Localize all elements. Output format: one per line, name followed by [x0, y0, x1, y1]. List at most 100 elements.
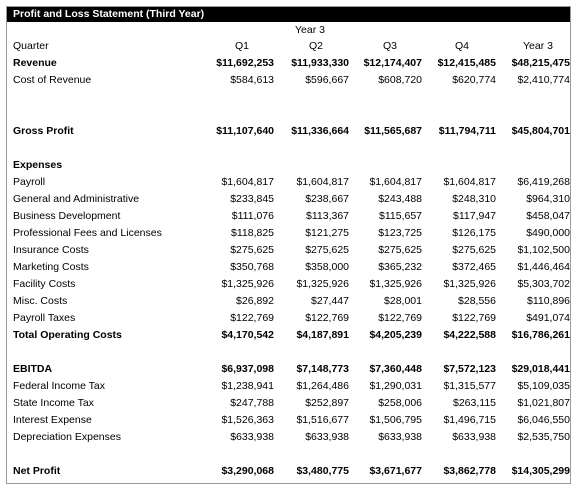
- row-value: $5,109,035: [517, 380, 570, 392]
- section-spacer: [7, 344, 570, 361]
- row-value: $1,506,795: [369, 414, 422, 426]
- row-value: $252,897: [305, 397, 349, 409]
- row-value: $113,367: [305, 210, 349, 222]
- table-row: Insurance Costs $275,625 $275,625 $275,625 $…: [7, 242, 570, 259]
- row-value: $1,102,500: [517, 244, 570, 256]
- table-row: Payroll $1,604,817 $1,604,817 $1,604,817 $1,…: [7, 174, 570, 191]
- row-value: $633,938: [230, 431, 274, 443]
- table-body: Revenue $11,692,253 $11,933,330 $12,174,407…: [7, 55, 570, 480]
- row-value: $7,148,773: [296, 363, 349, 375]
- row-value: $3,290,068: [221, 465, 274, 477]
- row-label: Revenue: [13, 57, 57, 69]
- row-value: $263,115: [452, 397, 496, 409]
- row-value: $233,845: [230, 193, 274, 205]
- pl-statement-table: Profit and Loss Statement (Third Year) Y…: [6, 6, 571, 484]
- row-value: $1,325,926: [296, 278, 349, 290]
- row-value: $633,938: [378, 431, 422, 443]
- row-value: $243,488: [378, 193, 422, 205]
- row-value: $4,170,542: [221, 329, 274, 341]
- row-value: $3,862,778: [443, 465, 496, 477]
- table-row: Expenses: [7, 157, 570, 174]
- row-value: $596,667: [305, 74, 349, 86]
- row-label: Payroll Taxes: [13, 312, 76, 324]
- table-row: Facility Costs $1,325,926 $1,325,926 $1,325…: [7, 276, 570, 293]
- row-value: $122,769: [305, 312, 349, 324]
- row-label: Misc. Costs: [13, 295, 68, 307]
- row-value: $11,933,330: [291, 57, 349, 69]
- row-value: $4,205,239: [369, 329, 422, 341]
- row-value: $11,692,253: [216, 57, 274, 69]
- row-label: Business Development: [13, 210, 121, 222]
- row-value: $1,516,677: [296, 414, 349, 426]
- row-label: Depreciation Expenses: [13, 431, 121, 443]
- row-label: Facility Costs: [13, 278, 76, 290]
- row-value: $123,725: [378, 227, 422, 239]
- row-value: $12,174,407: [363, 57, 422, 69]
- table-row: General and Administrative $233,845 $238,6…: [7, 191, 570, 208]
- row-value: $1,264,486: [296, 380, 349, 392]
- row-value: $1,526,363: [221, 414, 274, 426]
- section-spacer: [7, 140, 570, 157]
- row-value: $358,000: [305, 261, 349, 273]
- row-value: $117,947: [452, 210, 496, 222]
- row-label: Payroll: [13, 176, 46, 188]
- row-value: $122,769: [452, 312, 496, 324]
- row-value: $26,892: [236, 295, 274, 307]
- row-value: $2,410,774: [517, 74, 570, 86]
- table-row: Gross Profit $11,107,640 $11,336,664 $11,56…: [7, 123, 570, 140]
- row-value: $5,303,702: [517, 278, 570, 290]
- row-value: $14,305,299: [511, 465, 570, 477]
- column-header-q1: Q1: [234, 40, 249, 52]
- row-value: $48,215,475: [511, 57, 570, 69]
- row-value: $620,774: [452, 74, 496, 86]
- row-value: $4,187,891: [296, 329, 349, 341]
- row-value: $126,175: [452, 227, 496, 239]
- table-row: Professional Fees and Licenses $118,825 $1…: [7, 225, 570, 242]
- column-header-q2: Q2: [308, 40, 323, 52]
- row-value: $11,107,640: [216, 125, 274, 137]
- row-value: $6,937,098: [221, 363, 274, 375]
- row-value: $3,671,677: [369, 465, 422, 477]
- table-row: Marketing Costs $350,768 $358,000 $365,232 $…: [7, 259, 570, 276]
- row-value: $1,604,817: [369, 176, 422, 188]
- table-row: Depreciation Expenses $633,938 $633,938 $63…: [7, 429, 570, 446]
- row-value: $122,769: [378, 312, 422, 324]
- row-value: $633,938: [452, 431, 496, 443]
- table-row: Interest Expense $1,526,363 $1,516,677 $1,5…: [7, 412, 570, 429]
- row-label: General and Administrative: [13, 193, 140, 205]
- row-value: $248,310: [452, 193, 496, 205]
- row-label: Cost of Revenue: [13, 74, 92, 86]
- row-label: Net Profit: [13, 465, 61, 477]
- row-value: $27,447: [311, 295, 349, 307]
- row-value: $110,896: [526, 295, 570, 307]
- row-value: $12,415,485: [437, 57, 496, 69]
- row-label: Federal Income Tax: [13, 380, 106, 392]
- row-value: $7,360,448: [369, 363, 422, 375]
- row-value: $491,074: [526, 312, 570, 324]
- quarter-header-label: Quarter: [13, 40, 49, 52]
- row-value: $3,480,775: [296, 465, 349, 477]
- row-value: $28,001: [384, 295, 422, 307]
- row-value: $633,938: [305, 431, 349, 443]
- row-label: Marketing Costs: [13, 261, 89, 273]
- table-row: Revenue $11,692,253 $11,933,330 $12,174,407…: [7, 55, 570, 72]
- row-value: $11,794,711: [438, 125, 496, 137]
- row-label: Gross Profit: [13, 125, 74, 137]
- row-label: State Income Tax: [13, 397, 94, 409]
- row-value: $964,310: [526, 193, 570, 205]
- row-value: $1,325,926: [443, 278, 496, 290]
- row-value: $6,046,550: [517, 414, 570, 426]
- row-value: $1,315,577: [443, 380, 496, 392]
- row-value: $238,667: [305, 193, 349, 205]
- row-value: $584,613: [230, 74, 274, 86]
- table-row: Payroll Taxes $122,769 $122,769 $122,769 $12…: [7, 310, 570, 327]
- row-value: $1,021,807: [517, 397, 570, 409]
- table-row: State Income Tax $247,788 $252,897 $258,006…: [7, 395, 570, 412]
- table-title: Profit and Loss Statement (Third Year): [7, 7, 570, 22]
- table-row: Business Development $111,076 $113,367 $115…: [7, 208, 570, 225]
- year-header-row: Year 3: [7, 22, 570, 38]
- row-value: $490,000: [526, 227, 570, 239]
- row-value: $275,625: [230, 244, 274, 256]
- row-value: $115,657: [378, 210, 422, 222]
- row-value: $11,336,664: [291, 125, 349, 137]
